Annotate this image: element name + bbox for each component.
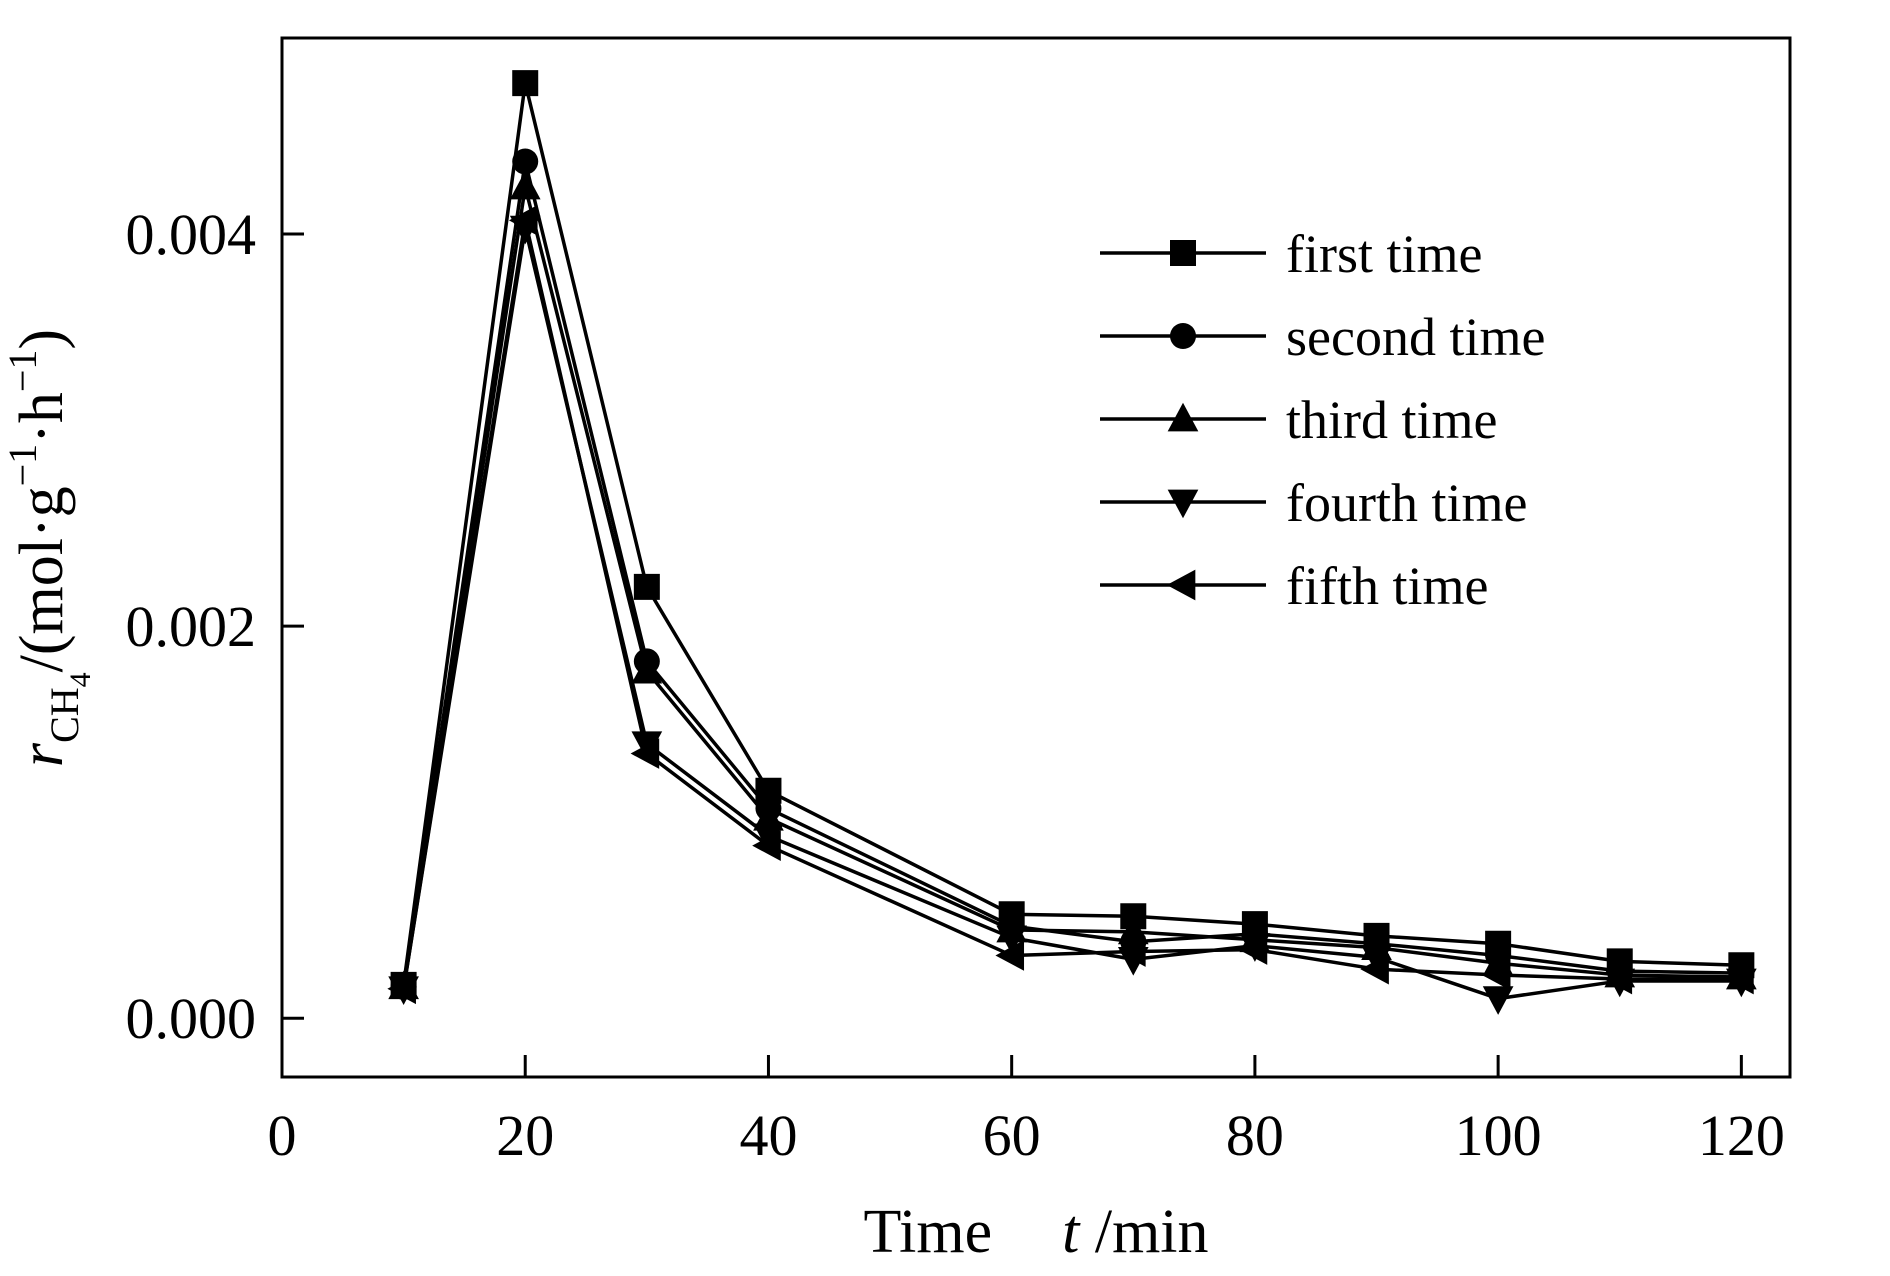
triangle-left-marker (1166, 569, 1196, 601)
x-tick-label: 60 (983, 1103, 1041, 1168)
legend-item-third-time: third time (1100, 390, 1497, 450)
series-line-first-time (401, 81, 1742, 986)
triangle-up-marker (753, 801, 784, 831)
x-tick-label: 100 (1455, 1103, 1542, 1168)
triangle-left-marker (752, 830, 781, 862)
circle-marker (512, 148, 539, 175)
triangle-up-marker (631, 654, 663, 684)
triangle-up-marker (509, 170, 541, 200)
y-axis-title-part: −1 (0, 444, 45, 487)
y-tick-label: 0.002 (126, 594, 257, 659)
triangle-left-marker (1238, 934, 1268, 965)
square-marker (512, 70, 539, 97)
y-axis-title-part: −1 (0, 350, 45, 393)
square-marker (633, 573, 660, 600)
legend-item-fifth-time: fifth time (1100, 556, 1488, 616)
y-tick-label: 0.000 (126, 986, 257, 1051)
legend-label: fourth time (1286, 473, 1527, 533)
x-axis-title-symbol: t (1062, 1198, 1081, 1266)
x-axis-title-word: Time (863, 1198, 992, 1266)
legend-label: fifth time (1286, 556, 1488, 616)
x-axis-title-unit: /min (1079, 1198, 1208, 1266)
triangle-down-marker (1482, 986, 1514, 1015)
triangle-left-marker (1360, 953, 1389, 985)
y-axis-title-part: ·h (8, 392, 76, 444)
triangle-down-marker (1167, 489, 1199, 519)
triangle-up-marker (1117, 915, 1149, 945)
x-tick-label: 20 (496, 1103, 554, 1168)
series-third-time (388, 170, 1757, 1000)
y-axis-title-part: ) (8, 329, 76, 350)
legend: first time second time third time fourth ti… (1100, 224, 1545, 616)
triangle-up-marker (1167, 402, 1199, 432)
x-tick-label: 0 (268, 1103, 297, 1168)
legend-label: second time (1286, 307, 1545, 367)
y-axis-title-part: /(mol·g (8, 486, 76, 672)
triangle-left-marker (508, 204, 538, 236)
triangle-left-marker (995, 940, 1025, 971)
triangle-left-marker (1117, 936, 1146, 967)
y-tick-label: 0.004 (126, 202, 257, 267)
triangle-left-marker (630, 738, 660, 769)
y-axis-title-part: CH (42, 687, 87, 743)
series-fifth-time (387, 204, 1754, 1005)
legend-item-fourth-time: fourth time (1100, 473, 1527, 533)
legend-item-first-time: first time (1100, 224, 1482, 284)
plot-border (280, 36, 1792, 1079)
triangle-left-marker (387, 973, 416, 1005)
x-tick-label: 40 (739, 1103, 797, 1168)
y-axis-title-part: r (8, 742, 76, 767)
series-second-time (390, 148, 1755, 1000)
legend-item-second-time: second time (1100, 307, 1545, 367)
x-tick-label: 120 (1698, 1103, 1785, 1168)
legend-label: third time (1286, 390, 1497, 450)
triangle-left-marker (1481, 959, 1511, 991)
y-axis-title-part: 4 (64, 672, 97, 687)
x-axis-title: Time t /min (863, 1198, 1208, 1266)
series-fourth-time (388, 215, 1757, 1015)
triangle-down-marker (1361, 945, 1392, 974)
circle-marker (1170, 323, 1196, 349)
x-tick-label: 80 (1226, 1103, 1284, 1168)
triangle-left-marker (1725, 963, 1754, 995)
triangle-left-marker (1603, 963, 1633, 995)
legend-label: first time (1286, 224, 1482, 284)
square-marker (1170, 240, 1196, 266)
triangle-down-marker (996, 925, 1028, 955)
y-axis-title: rCH4/(mol·g−1·h−1) (0, 329, 97, 767)
